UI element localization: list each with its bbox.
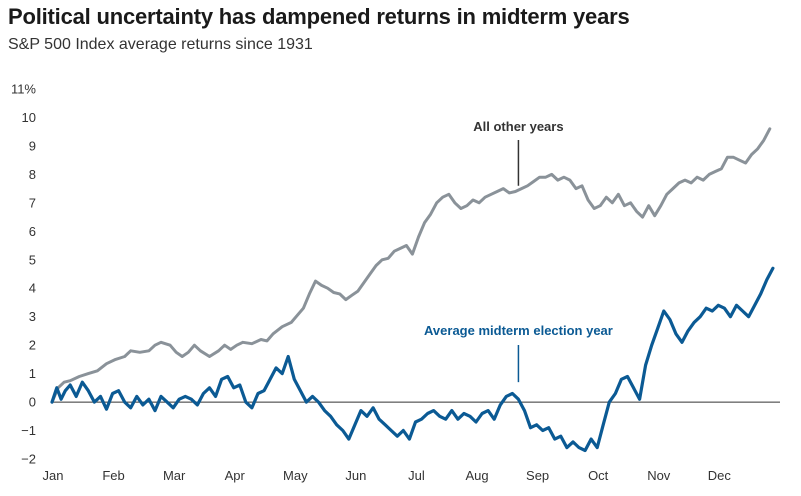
x-tick-label: Nov	[647, 468, 671, 483]
x-tick-label: Mar	[163, 468, 186, 483]
y-tick-label: 3	[29, 309, 36, 324]
x-tick-label: Apr	[225, 468, 246, 483]
y-tick-label: 9	[29, 138, 36, 153]
y-tick-label: 7	[29, 195, 36, 210]
series-line-midterm-years	[50, 266, 775, 453]
x-tick-label: Dec	[708, 468, 732, 483]
series-layer	[50, 127, 775, 453]
y-tick-label: 8	[29, 167, 36, 182]
y-tick-label: 4	[29, 281, 36, 296]
chart-subtitle: S&P 500 Index average returns since 1931	[8, 36, 313, 53]
annotation-layer: All other years Average midterm election …	[424, 119, 613, 383]
y-tick-label: −2	[21, 452, 36, 467]
series-annotation-label: All other years	[473, 119, 563, 134]
x-tick-label: Jun	[345, 468, 366, 483]
x-tick-label: Feb	[102, 468, 124, 483]
y-tick-label: 2	[29, 338, 36, 353]
x-tick-label: Jul	[408, 468, 425, 483]
y-tick-label: 1	[29, 366, 36, 381]
y-tick-label: 5	[29, 252, 36, 267]
y-tick-label: 6	[29, 224, 36, 239]
x-tick-label: Jan	[43, 468, 64, 483]
x-tick-label: Aug	[465, 468, 488, 483]
y-tick-label: −1	[21, 423, 36, 438]
y-tick-label: 11%	[11, 82, 36, 97]
x-tick-label: Oct	[588, 468, 609, 483]
x-axis: Jan Feb Mar Apr May Jun Jul Aug Sep Oct Nov Dec	[43, 468, 732, 483]
series-annotation-label: Average midterm election year	[424, 323, 613, 338]
series-line-all-other-years	[50, 127, 772, 404]
chart-title: Political uncertainty has dampened retur…	[8, 4, 630, 29]
y-tick-label: 10	[22, 110, 36, 125]
x-tick-label: May	[283, 468, 308, 483]
y-tick-label: 0	[29, 395, 36, 410]
x-tick-label: Sep	[526, 468, 549, 483]
